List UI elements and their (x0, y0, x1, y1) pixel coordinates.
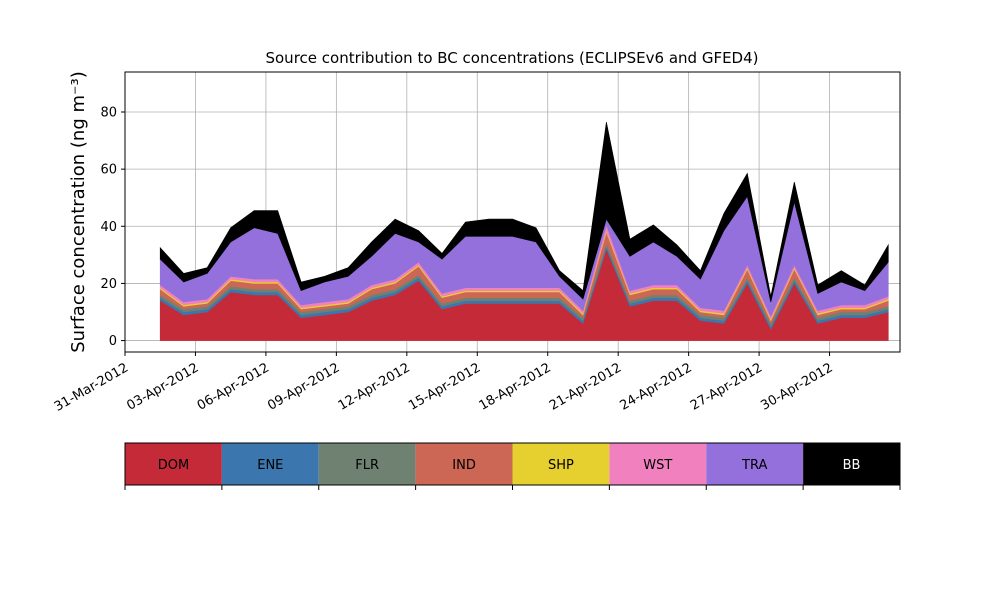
x-tick-label: 15-Apr-2012 (406, 360, 483, 413)
y-tick-label: 60 (100, 163, 117, 178)
legend-label-ind: IND (452, 458, 476, 473)
legend-label-tra: TRA (741, 458, 767, 473)
legend-label-flr: FLR (355, 458, 379, 473)
legend-swatch-wst (609, 443, 707, 485)
legend-colorbar: DOM ENE FLR IND SHP WST TRA BB (124, 442, 901, 490)
plot-frame (124, 71, 901, 353)
x-tick-label: 06-Apr-2012 (195, 360, 272, 413)
legend-swatch-ene (221, 443, 319, 485)
y-tick-label: 40 (100, 220, 117, 235)
x-tick-label: 03-Apr-2012 (124, 360, 201, 413)
legend-swatch-bb (803, 443, 900, 485)
legend-swatch-ind (415, 443, 513, 485)
y-tick-label: 0 (109, 334, 117, 349)
legend-label-ene: ENE (257, 458, 283, 473)
legend-swatch-flr (318, 443, 416, 485)
area-bb (159, 121, 889, 303)
x-tick-label: 21-Apr-2012 (547, 360, 624, 413)
x-tick-label: 24-Apr-2012 (618, 360, 695, 413)
legend-label-wst: WST (643, 458, 672, 473)
legend-swatch-dom (125, 443, 222, 485)
legend-swatch-shp (512, 443, 610, 485)
y-tick-label: 20 (100, 277, 117, 292)
x-tick-label: 12-Apr-2012 (336, 360, 413, 413)
legend-label-shp: SHP (548, 458, 574, 473)
legend-swatch-tra (706, 443, 804, 485)
legend-label-dom: DOM (158, 458, 189, 473)
x-tick-label: 27-Apr-2012 (688, 360, 765, 413)
chart-title: Source contribution to BC concentrations… (265, 49, 758, 67)
y-tick-label: 80 (100, 106, 117, 121)
stacked-area-layer (159, 121, 889, 341)
x-tick-label: 31-Mar-2012 (52, 360, 131, 414)
x-tick-label: 09-Apr-2012 (265, 360, 342, 413)
x-tick-label: 18-Apr-2012 (477, 360, 554, 413)
legend-label-bb: BB (843, 458, 861, 473)
y-axis-label: Surface concentration (ng m⁻³) (68, 71, 89, 353)
x-tick-label: 30-Apr-2012 (758, 360, 835, 413)
